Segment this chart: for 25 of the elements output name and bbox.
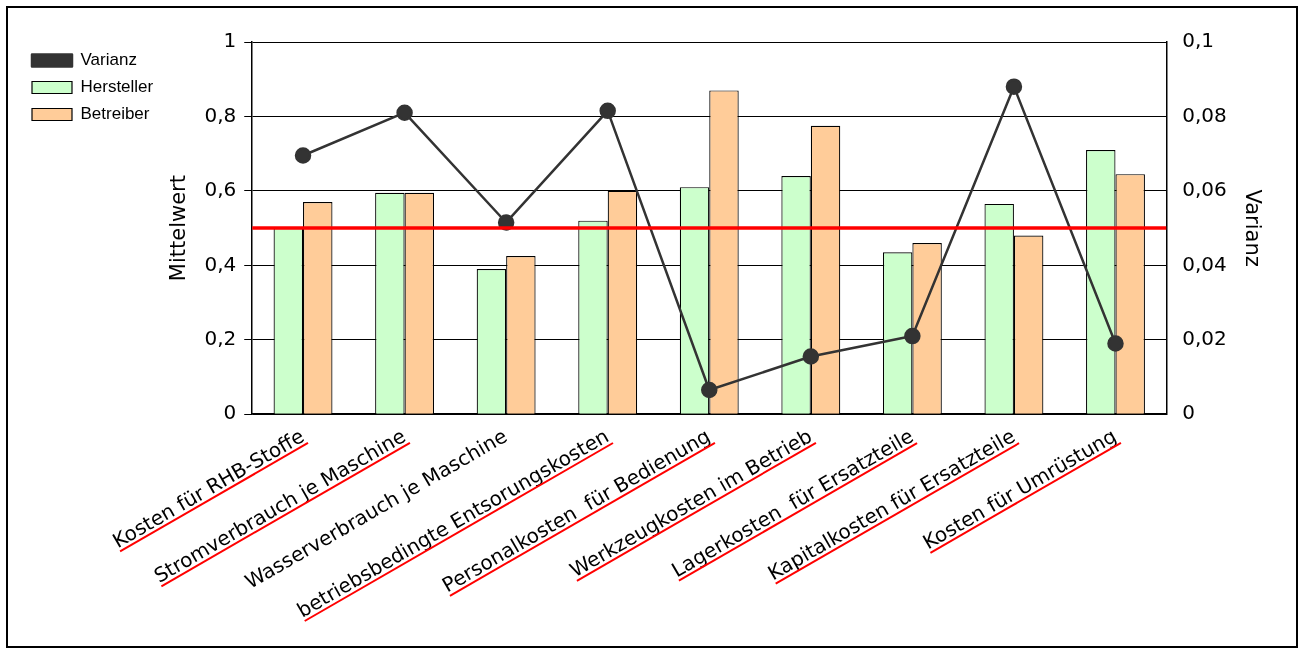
y-tick-label: 0,8 bbox=[204, 102, 237, 127]
y2-tick-label: 0,06 bbox=[1182, 177, 1227, 202]
y2-tick-label: 0,04 bbox=[1182, 251, 1227, 276]
point bbox=[701, 381, 718, 399]
y-tick-label: 0,4 bbox=[204, 251, 237, 276]
point bbox=[294, 147, 312, 164]
y2-tick-label: 0 bbox=[1182, 400, 1195, 425]
point bbox=[904, 327, 921, 345]
point bbox=[802, 348, 820, 365]
y-tick-label: 0 bbox=[223, 400, 237, 425]
point bbox=[599, 102, 616, 120]
y2-tick-label: 0,1 bbox=[1182, 28, 1215, 53]
legend-label: Varianz bbox=[80, 50, 137, 70]
legend-label: Betreiber bbox=[80, 104, 150, 124]
y-axis-title: Mittelwert bbox=[166, 175, 191, 282]
y-tick-label: 0,6 bbox=[204, 177, 237, 202]
point bbox=[1005, 78, 1023, 95]
legend-label: Hersteller bbox=[80, 77, 154, 97]
point bbox=[1107, 335, 1124, 352]
y2-tick-label: 0,02 bbox=[1182, 325, 1227, 350]
point bbox=[396, 104, 413, 121]
y-tick-label: 1 bbox=[223, 28, 237, 53]
y2-tick-label: 0,08 bbox=[1182, 102, 1227, 127]
y-tick-label: 0,2 bbox=[204, 325, 237, 350]
y2-axis-title: Varianz bbox=[1240, 189, 1265, 267]
